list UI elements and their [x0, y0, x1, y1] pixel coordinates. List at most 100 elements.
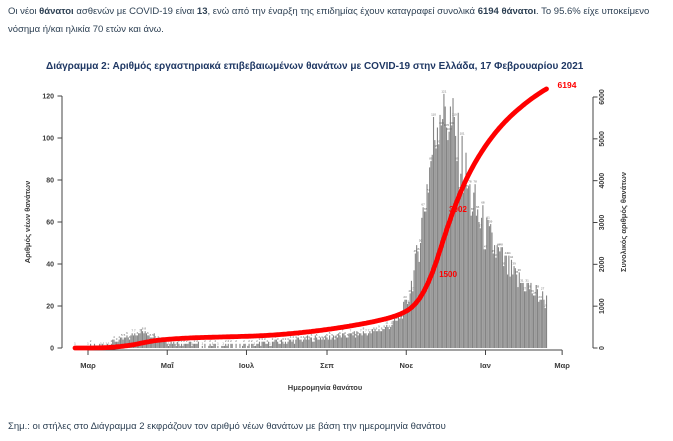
svg-text:4: 4	[113, 335, 115, 339]
svg-text:61: 61	[486, 215, 490, 219]
svg-text:7: 7	[365, 329, 367, 333]
svg-text:44: 44	[505, 251, 509, 255]
svg-text:9: 9	[378, 325, 380, 329]
svg-text:101: 101	[460, 131, 465, 135]
svg-text:57: 57	[479, 224, 483, 228]
y-right-tick: 2000	[599, 256, 606, 272]
svg-text:5: 5	[331, 333, 333, 337]
intro-segment: . Το 95.6% είχε υποκείμενο νόσημα ή/και …	[8, 6, 650, 35]
intro-segment: , ενώ από την έναρξη της επιδημίας έχουν…	[207, 6, 478, 17]
svg-text:45: 45	[492, 249, 496, 253]
svg-text:66: 66	[476, 205, 480, 209]
svg-text:1: 1	[253, 341, 255, 345]
x-tick: Σεπ	[320, 361, 334, 370]
svg-text:8: 8	[142, 327, 144, 331]
svg-text:28: 28	[528, 285, 532, 289]
cumulative-annotation: 6194	[558, 80, 577, 90]
svg-text:2: 2	[196, 339, 198, 343]
svg-text:48: 48	[497, 243, 501, 247]
y-left-tick: 100	[42, 136, 54, 143]
y-right-tick: 0	[599, 346, 606, 350]
svg-text:5: 5	[316, 333, 318, 337]
svg-text:4: 4	[290, 335, 292, 339]
svg-text:2: 2	[90, 339, 92, 343]
svg-text:6: 6	[357, 331, 359, 335]
svg-text:2: 2	[194, 339, 196, 343]
svg-text:59: 59	[489, 220, 493, 224]
y-left-tick: 20	[46, 304, 54, 311]
svg-text:1: 1	[100, 341, 102, 345]
svg-text:5: 5	[347, 333, 349, 337]
svg-text:46: 46	[416, 247, 420, 251]
svg-text:2: 2	[235, 339, 237, 343]
svg-text:75: 75	[458, 186, 462, 190]
svg-text:6: 6	[339, 331, 341, 335]
svg-text:78: 78	[468, 180, 472, 184]
svg-text:5: 5	[150, 333, 152, 337]
svg-text:5: 5	[152, 333, 154, 337]
svg-text:39: 39	[502, 262, 506, 266]
svg-text:8: 8	[381, 327, 383, 331]
svg-text:2: 2	[111, 339, 113, 343]
y-left-axis-title: Αριθμός νέων θανάτων	[23, 181, 32, 264]
svg-text:1: 1	[87, 341, 89, 345]
svg-text:35: 35	[515, 270, 519, 274]
x-tick: Ιαν	[480, 361, 491, 370]
svg-text:4: 4	[292, 335, 294, 339]
svg-text:110: 110	[431, 112, 436, 116]
svg-text:14: 14	[401, 314, 405, 318]
svg-text:89: 89	[429, 157, 433, 161]
svg-text:6: 6	[126, 331, 128, 335]
svg-text:9: 9	[389, 325, 391, 329]
svg-text:7: 7	[350, 329, 352, 333]
svg-text:8: 8	[363, 327, 365, 331]
svg-text:50: 50	[419, 238, 423, 242]
svg-text:5: 5	[311, 333, 313, 337]
y-right-tick: 4000	[599, 173, 606, 189]
svg-text:1: 1	[175, 341, 177, 345]
svg-text:2: 2	[256, 339, 258, 343]
svg-text:5: 5	[124, 333, 126, 337]
svg-text:1: 1	[103, 341, 105, 345]
y-right-tick: 5000	[599, 131, 606, 147]
svg-text:27: 27	[411, 287, 415, 291]
svg-text:13: 13	[396, 316, 400, 320]
svg-text:1: 1	[105, 341, 107, 345]
y-left-tick: 0	[50, 346, 54, 353]
svg-text:4: 4	[318, 335, 320, 339]
svg-text:2: 2	[214, 339, 216, 343]
svg-text:2: 2	[248, 339, 250, 343]
svg-text:11: 11	[385, 320, 388, 324]
svg-text:1: 1	[201, 341, 203, 345]
x-tick: Μαρ	[554, 361, 570, 370]
intro-segment: θάνατοι	[39, 6, 74, 17]
svg-text:6: 6	[147, 331, 149, 335]
svg-text:3: 3	[264, 337, 266, 341]
svg-text:23: 23	[403, 295, 407, 299]
svg-text:8: 8	[373, 327, 375, 331]
svg-text:19: 19	[544, 304, 548, 308]
svg-text:65: 65	[471, 207, 475, 211]
svg-text:67: 67	[421, 203, 425, 207]
svg-text:47: 47	[484, 245, 488, 249]
svg-text:7: 7	[368, 329, 370, 333]
svg-text:6: 6	[137, 331, 139, 335]
y-right-axis-title: Συνολικός αριθμός θανάτων	[619, 172, 628, 272]
svg-text:4: 4	[129, 335, 131, 339]
svg-text:4: 4	[334, 335, 336, 339]
svg-text:7: 7	[342, 329, 344, 333]
svg-text:4: 4	[303, 335, 305, 339]
svg-text:2: 2	[279, 339, 281, 343]
svg-text:28: 28	[536, 285, 540, 289]
svg-text:1: 1	[212, 341, 214, 345]
svg-text:27: 27	[541, 287, 545, 291]
svg-text:5: 5	[326, 333, 328, 337]
svg-text:2: 2	[181, 339, 183, 343]
svg-text:44: 44	[507, 251, 511, 255]
x-tick: Ιουλ	[239, 361, 255, 370]
svg-text:5: 5	[337, 333, 339, 337]
svg-text:48: 48	[499, 243, 503, 247]
svg-text:2: 2	[230, 339, 232, 343]
